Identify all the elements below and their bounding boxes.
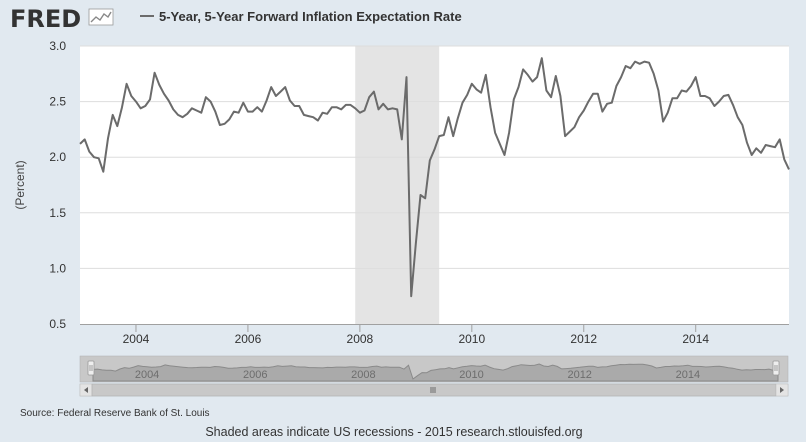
y-axis-label: (Percent) [13, 160, 27, 209]
y-tick-label: 2.0 [49, 150, 66, 164]
navigator-label: 2010 [459, 369, 483, 381]
navigator-label: 2004 [135, 369, 159, 381]
y-tick-label: 1.5 [49, 206, 66, 220]
y-tick-label: 0.5 [49, 317, 66, 331]
navigator-handle-right[interactable] [772, 360, 780, 376]
navigator-label: 2012 [567, 369, 591, 381]
y-tick-label: 3.0 [49, 39, 66, 53]
recession-bands [355, 46, 440, 324]
x-tick-label: 2010 [458, 332, 485, 346]
x-tick-label: 2008 [347, 332, 374, 346]
x-axis-ticks: 2004 2006 2008 2010 2012 2014 [123, 324, 709, 346]
y-tick-label: 1.0 [49, 261, 66, 275]
navigator-label: 2006 [243, 369, 267, 381]
recession-band [355, 46, 440, 324]
x-tick-label: 2014 [682, 332, 709, 346]
x-tick-label: 2006 [235, 332, 262, 346]
y-axis-ticks: 0.5 1.0 1.5 2.0 2.5 3.0 [49, 39, 66, 331]
navigator-series-area [92, 363, 779, 382]
scrollbar-grip-icon [430, 387, 436, 393]
x-tick-label: 2012 [570, 332, 597, 346]
scrollbar-thumb[interactable] [91, 383, 777, 397]
navigator-label: 2008 [351, 369, 375, 381]
recession-note: Shaded areas indicate US recessions - 20… [205, 425, 582, 439]
y-tick-label: 2.5 [49, 95, 66, 109]
series-line [79, 57, 790, 298]
x-tick-label: 2004 [123, 332, 150, 346]
source-text: Source: Federal Reserve Bank of St. Loui… [20, 408, 210, 419]
navigator-labels: 2004 2006 2008 2010 2012 2014 [135, 369, 700, 381]
fred-logo[interactable]: FRED [10, 5, 81, 33]
fred-line-graph-icon [88, 8, 114, 26]
navigator-label: 2014 [676, 369, 700, 381]
legend-label[interactable]: 5-Year, 5-Year Forward Inflation Expecta… [159, 9, 462, 24]
navigator-handle-left[interactable] [87, 360, 95, 376]
